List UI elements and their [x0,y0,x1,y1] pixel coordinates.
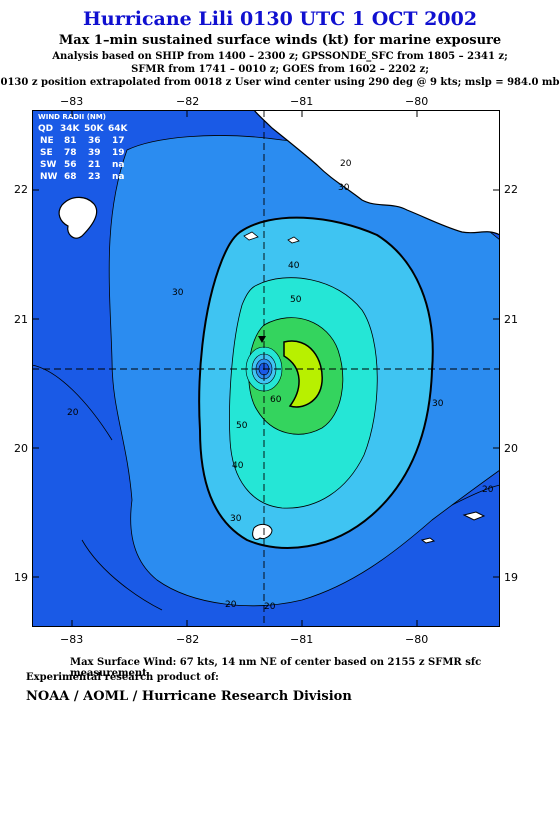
page-title: Hurricane Lili 0130 UTC 1 OCT 2002 [82,8,478,30]
y-tick-right-20: 20 [504,442,518,455]
x-tick-top-83: −83 [60,95,84,108]
map-frame [32,110,500,627]
analysis-line-2: SFMR from 1741 – 0010 z; GOES from 1602 … [131,64,429,75]
radii-header-qd: QD [38,124,53,134]
cuba-coast [253,110,500,236]
y-tick-left-22: 22 [14,183,28,196]
max-wind-note: Max Surface Wind: 67 kts, 14 nm NE of ce… [70,657,482,679]
isle-of-youth [58,196,98,239]
y-tick-right-22: 22 [504,183,518,196]
radii-quadrant: NW [40,172,58,182]
radii-header-34k: 34K [60,124,81,134]
radii-value: 56 [64,160,77,170]
contour-label: 30 [338,183,350,193]
x-tick-bottom-80: −80 [405,633,429,646]
y-tick-left-20: 20 [14,442,28,455]
wind-band-60 [248,317,344,435]
cay-2 [287,236,300,244]
contour-label: 40 [232,461,244,471]
radii-value: 36 [88,136,101,146]
x-tick-top-80: −80 [405,95,429,108]
contour-label: 50 [290,295,302,305]
contour-20-west [32,364,113,441]
contour-labels: 20 30 40 50 60 30 40 50 30 20 20 20 30 2… [67,159,494,612]
contour-label: 20 [482,485,494,495]
x-tick-bottom-81: −81 [290,633,314,646]
contour-label: 30 [230,514,242,524]
radii-value: 68 [64,172,77,182]
contour-label: 30 [432,399,444,409]
radii-value: 21 [88,160,101,170]
radii-quadrant: SE [40,148,53,158]
cayman-island [252,523,273,541]
radii-value: 19 [112,148,125,158]
contour-label: 40 [288,261,300,271]
position-line: 0130 z position extrapolated from 0018 z… [0,77,560,88]
radii-value: 17 [112,136,125,146]
contour-label: 20 [264,602,276,612]
x-tick-bottom-83: −83 [60,633,84,646]
radii-quadrant: NE [40,136,54,146]
contour-label: 20 [340,159,352,169]
radii-value: na [112,160,124,170]
frame-tick-marks [32,110,500,627]
radii-value: 23 [88,172,101,182]
contour-20-east [451,484,500,506]
y-tick-right-19: 19 [504,571,518,584]
wind-field-map: 20 30 40 50 60 30 40 50 30 20 20 20 30 2… [32,110,500,627]
cay-1 [243,231,259,241]
radii-header-50k: 50K [84,124,105,134]
x-tick-top-81: −81 [290,95,314,108]
organization-name: NOAA / AOML / Hurricane Research Divisio… [26,689,352,704]
wind-band-65 [283,340,323,408]
radii-value: na [112,172,124,182]
radii-header-64k: 64K [108,124,129,134]
max-wind-marker [258,336,266,343]
y-tick-left-19: 19 [14,571,28,584]
jamaica-cay [462,511,486,521]
y-tick-right-21: 21 [504,313,518,326]
wind-radii-table: WIND RADII (NM) QD 34K 50K 64K NE 81 36 … [38,113,129,182]
contour-20-southwest [81,539,163,611]
x-tick-top-82: −82 [176,95,200,108]
analysis-line-1: Analysis based on SHIP from 1400 – 2300 … [52,51,508,62]
radii-quadrant: SW [40,160,56,170]
page-subtitle: Max 1–min sustained surface winds (kt) f… [58,33,502,48]
contour-label: 60 [270,395,282,405]
contour-label: 20 [67,408,79,418]
radii-value: 78 [64,148,77,158]
product-note: Experimental research product of: [26,672,219,683]
contour-label: 30 [172,288,184,298]
radii-value: 39 [88,148,101,158]
contour-label: 50 [236,421,248,431]
x-tick-bottom-82: −82 [176,633,200,646]
jamaica-cay-2 [420,537,436,544]
radii-value: 81 [64,136,77,146]
y-tick-left-21: 21 [14,313,28,326]
contour-label: 20 [225,600,237,610]
